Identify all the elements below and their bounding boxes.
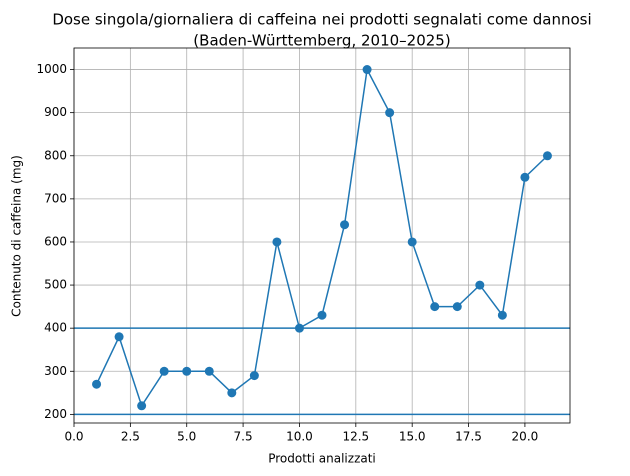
marker xyxy=(204,366,214,376)
marker xyxy=(542,151,552,161)
marker xyxy=(340,220,350,230)
marker xyxy=(452,302,462,312)
marker xyxy=(362,65,372,75)
y-axis-label: Contenuto di caffeina (mg) xyxy=(10,155,24,317)
marker xyxy=(407,237,417,247)
chart-title: Dose singola/giornaliera di caffeina nei… xyxy=(52,11,591,29)
y-tick-label: 1000 xyxy=(36,62,67,76)
x-tick-label: 17.5 xyxy=(455,430,482,444)
marker xyxy=(227,388,237,398)
marker xyxy=(92,379,102,389)
x-tick-label: 2.5 xyxy=(121,430,140,444)
line xyxy=(95,67,548,408)
y-tick-label: 900 xyxy=(44,105,67,119)
x-tick-label: 0.0 xyxy=(64,430,83,444)
x-axis-label: Prodotti analizzati xyxy=(268,452,376,466)
x-tick-label: 5.0 xyxy=(177,430,196,444)
marker xyxy=(249,371,259,381)
marker xyxy=(114,332,124,342)
marker xyxy=(497,310,507,320)
x-tick-label: 10.0 xyxy=(286,430,313,444)
x-tick-label: 12.5 xyxy=(342,430,369,444)
y-tick-label: 400 xyxy=(44,321,67,335)
x-tick-label: 7.5 xyxy=(234,430,253,444)
marker xyxy=(520,172,530,182)
marker xyxy=(385,108,395,118)
marker xyxy=(182,366,192,376)
y-tick-label: 300 xyxy=(44,364,67,378)
marker xyxy=(272,237,282,247)
y-tick-label: 200 xyxy=(44,407,67,421)
y-tick-label: 800 xyxy=(44,148,67,162)
marker xyxy=(475,280,485,290)
y-tick-label: 500 xyxy=(44,278,67,292)
marker xyxy=(430,302,440,312)
marker xyxy=(294,323,304,333)
x-tick-label: 15.0 xyxy=(399,430,426,444)
chart-subtitle: (Baden-Württemberg, 2010–2025) xyxy=(193,32,450,50)
plot-frame xyxy=(73,47,571,424)
y-tick-label: 700 xyxy=(44,191,67,205)
marker xyxy=(137,401,147,411)
marker xyxy=(317,310,327,320)
marker xyxy=(159,366,169,376)
x-tick-label: 20.0 xyxy=(512,430,539,444)
y-tick-label: 600 xyxy=(44,234,67,248)
